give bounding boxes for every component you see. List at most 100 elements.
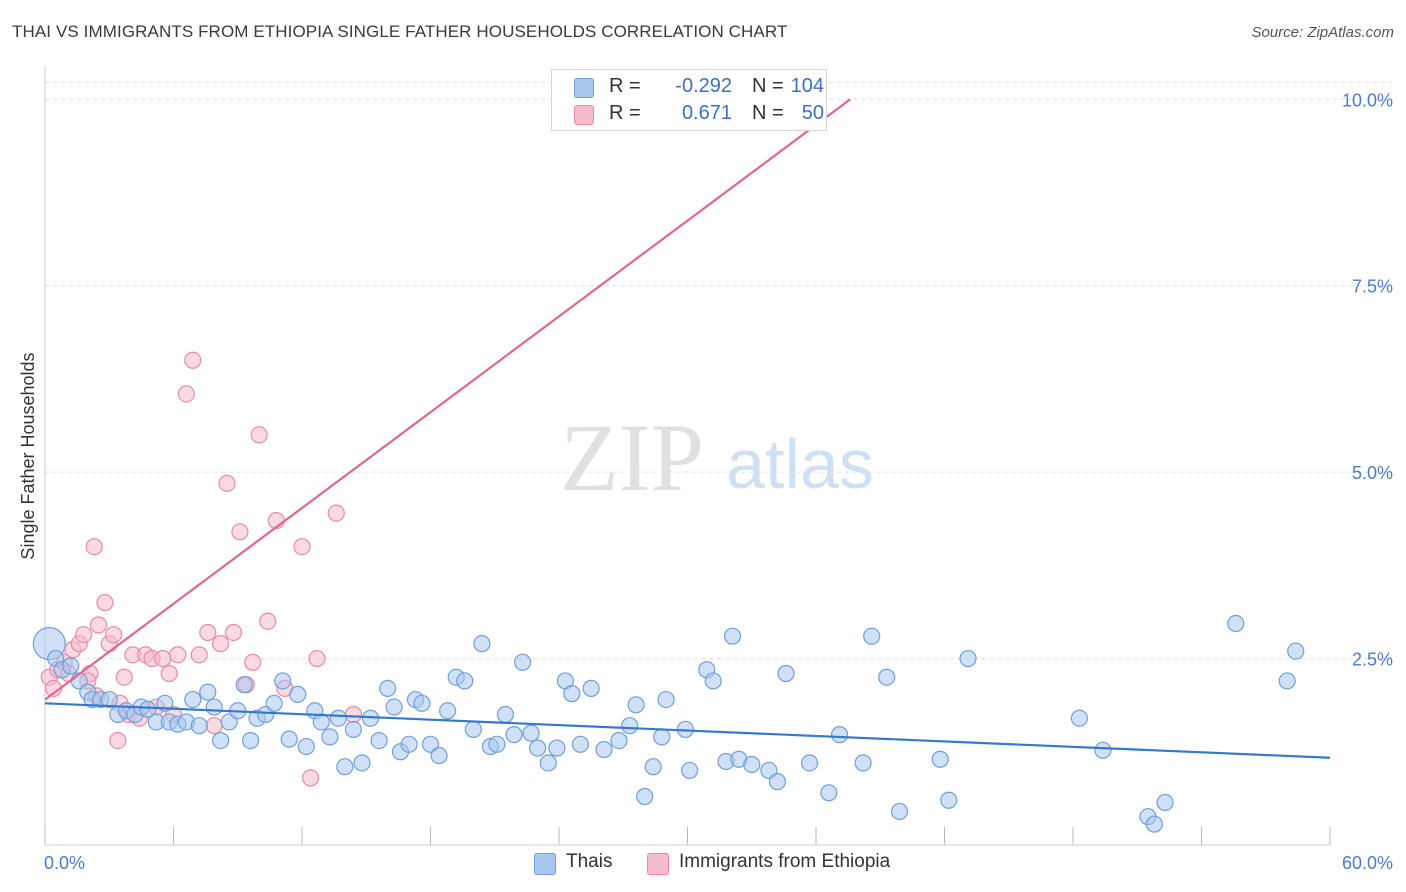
y-tick-label: 7.5% <box>1352 277 1393 297</box>
ethiopia-point <box>160 664 178 683</box>
thais-point <box>563 685 581 703</box>
y-tick-label: 5.0% <box>1352 463 1393 483</box>
thais-point <box>1287 642 1305 660</box>
thais-point <box>280 730 298 748</box>
x-tick-label: 0.0% <box>44 853 85 873</box>
thais-point <box>336 758 354 776</box>
y-tick-label: 2.5% <box>1352 650 1393 670</box>
thais-point <box>199 683 217 701</box>
thais-point <box>610 731 628 750</box>
thais-point <box>820 784 838 802</box>
thais-point <box>800 754 819 772</box>
thais-point <box>370 731 388 750</box>
thais-n-label: N = <box>752 75 784 97</box>
thais-point <box>100 690 118 709</box>
ethiopia-point <box>154 649 172 668</box>
source-label: Source: ZipAtlas.com <box>1251 24 1394 41</box>
thais-point <box>289 685 307 703</box>
ethiopia-n-value: 50 <box>801 102 824 124</box>
thais-swatch <box>574 78 594 98</box>
thais-point <box>205 698 223 716</box>
thais-point <box>627 696 645 714</box>
thais-point <box>265 694 283 712</box>
ethiopia-point <box>224 623 243 642</box>
ethiopia-point <box>115 668 133 686</box>
thais-point <box>385 698 403 716</box>
ethiopia-point <box>308 649 326 668</box>
thais-point <box>878 668 896 686</box>
thais-point <box>400 735 418 753</box>
ethiopia-point <box>199 623 217 642</box>
thais-point <box>528 739 547 757</box>
ethiopia-point <box>212 635 230 653</box>
thais-point <box>931 750 949 768</box>
thais-point <box>464 720 482 739</box>
thais-points <box>32 614 1305 833</box>
gridlines <box>45 81 1392 660</box>
ethiopia-point <box>250 426 268 444</box>
thais-point <box>496 705 515 724</box>
thais-point <box>768 773 787 791</box>
ethiopia-point <box>327 504 345 522</box>
thais-point <box>1227 614 1245 633</box>
trend-lines <box>44 98 1331 759</box>
y-tick-label: 10.0% <box>1342 90 1393 110</box>
ethiopia-point <box>184 351 202 369</box>
thais-point <box>62 657 80 675</box>
chart-title: THAI VS IMMIGRANTS FROM ETHIOPIA SINGLE … <box>12 22 788 41</box>
ethiopia-point <box>344 705 362 724</box>
ethiopia-point <box>96 594 114 612</box>
ethiopia-trend-line <box>44 98 851 701</box>
thais-point <box>473 635 491 653</box>
thais-point <box>413 694 431 712</box>
ethiopia-point <box>89 616 108 634</box>
ethiopia-point <box>190 646 208 664</box>
thais-point <box>539 754 557 772</box>
thais-point <box>456 672 474 690</box>
thais-point <box>595 740 613 759</box>
thais-point <box>139 700 157 718</box>
thais-point <box>353 754 371 772</box>
thais-point <box>184 690 202 709</box>
thais-point <box>242 731 260 750</box>
thais-point <box>513 653 532 671</box>
ethiopia-r-value: 0.671 <box>681 102 732 124</box>
ethiopia-point <box>109 731 127 750</box>
stats-legend: R = -0.292 N = 104 R = 0.671 N = 50 <box>551 69 827 131</box>
ethiopia-r-label: R = <box>609 102 641 124</box>
thais-point <box>582 679 600 698</box>
thais-point <box>321 728 339 746</box>
thais-point <box>430 746 448 765</box>
thais-r-label: R = <box>609 75 641 97</box>
thais-n-value: 104 <box>790 75 824 97</box>
thais-point <box>1094 741 1112 759</box>
thais-point <box>830 726 849 744</box>
ethiopia-n-label: N = <box>752 102 784 124</box>
y-axis-label: Single Father Households <box>18 352 38 559</box>
watermark-zip: ZIP <box>560 404 704 511</box>
bottom-ethiopia-swatch <box>647 853 669 875</box>
thais-point <box>681 761 699 780</box>
thais-point <box>723 627 742 645</box>
thais-point <box>522 724 540 742</box>
ethiopia-point <box>293 538 311 556</box>
thais-point <box>644 758 662 776</box>
thais-point <box>329 709 348 727</box>
thais-point <box>344 720 362 739</box>
thais-point <box>379 679 397 698</box>
thais-point <box>235 676 253 694</box>
ethiopia-point <box>231 523 249 541</box>
ethiopia-point <box>177 385 195 403</box>
thais-point <box>312 713 330 731</box>
thais-point <box>274 672 292 690</box>
thais-point <box>488 735 506 753</box>
thais-point <box>777 664 795 683</box>
thais-point <box>854 754 872 772</box>
thais-point <box>743 755 761 774</box>
thais-point <box>704 672 722 690</box>
bottom-thais-label: Thais <box>566 851 613 872</box>
axes <box>44 66 1331 846</box>
thais-point <box>190 717 208 735</box>
ethiopia-swatch <box>574 105 594 125</box>
thais-point <box>1278 672 1296 690</box>
